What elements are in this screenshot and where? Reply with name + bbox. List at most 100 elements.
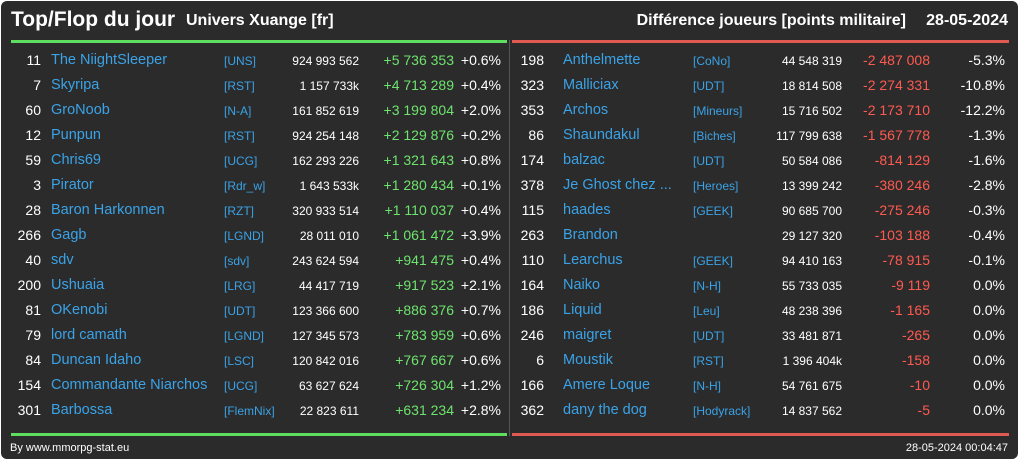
alliance-tag: [UDT] [693, 329, 725, 343]
percent-change: +0.6% [460, 352, 501, 368]
player-row: 174 balzac [UDT] 50 584 086 -814 129 -1.6% [512, 148, 1009, 173]
player-name-link[interactable]: The NiightSleeper [51, 52, 168, 68]
player-name-link[interactable]: Punpun [51, 127, 101, 143]
percent-change: +1.2% [460, 377, 501, 393]
percent-change: +2.1% [460, 277, 501, 293]
points-difference: -78 915 [882, 252, 930, 268]
player-row: 86 Shaundakul [Biches] 117 799 638 -1 567 77… [512, 123, 1009, 148]
alliance-tag: [UCG] [224, 379, 258, 393]
player-name-link[interactable]: Commandante Niarchos [51, 377, 208, 393]
player-name-link[interactable]: Moustik [563, 352, 613, 368]
points-difference: +886 376 [395, 302, 454, 318]
flop-list: 198 Anthelmette [CoNo] 44 548 319 -2 487 008… [512, 48, 1009, 423]
alliance-tag: [sdv] [224, 254, 250, 268]
player-row: 110 Learchus [GEEK] 94 410 163 -78 915 -0.1% [512, 248, 1009, 273]
alliance-tag: [RST] [693, 354, 724, 368]
player-name-link[interactable]: Brandon [563, 227, 618, 243]
percent-change: -5.3% [968, 52, 1005, 68]
player-rank: 362 [520, 402, 544, 418]
timestamp: 28-05-2024 00:04:47 [905, 442, 1008, 454]
player-name-link[interactable]: Baron Harkonnen [51, 202, 165, 218]
player-row: 263 Brandon 29 127 320 -103 188 -0.4% [512, 223, 1009, 248]
player-points: 14 837 562 [781, 404, 842, 418]
percent-change: 0.0% [973, 277, 1005, 293]
player-name-link[interactable]: maigret [563, 327, 612, 343]
percent-change: +0.4% [460, 252, 501, 268]
player-row: 84 Duncan Idaho [LSC] 120 842 016 +767 667 +0… [11, 348, 507, 373]
points-difference: -1 165 [890, 302, 930, 318]
player-points: 22 823 611 [299, 404, 359, 418]
points-difference: +941 475 [395, 252, 454, 268]
player-name-link[interactable]: lord camath [51, 327, 127, 343]
player-name-link[interactable]: sdv [51, 252, 74, 268]
percent-change: +0.1% [460, 177, 501, 193]
player-rank: 40 [25, 252, 41, 268]
player-points: 117 799 638 [776, 129, 842, 143]
player-row: 323 Malliciax [UDT] 18 814 508 -2 274 331 -10… [512, 73, 1009, 98]
percent-change: +0.6% [460, 327, 501, 343]
player-rank: 200 [17, 277, 41, 293]
player-points: 320 933 514 [292, 204, 359, 218]
points-difference: +3 199 804 [383, 102, 454, 118]
player-name-link[interactable]: Archos [563, 102, 609, 118]
player-name-link[interactable]: Malliciax [563, 77, 619, 93]
bottom-divider [512, 433, 1009, 436]
player-name-link[interactable]: Liquid [563, 302, 602, 318]
player-row: 11 The NiightSleeper [UNS] 924 993 562 +5 73… [11, 48, 507, 73]
player-rank: 59 [25, 152, 41, 168]
player-name-link[interactable]: Naiko [563, 277, 601, 293]
alliance-tag: [FlemNix] [224, 404, 275, 418]
alliance-tag: [LGND] [224, 329, 265, 343]
date-label: 28-05-2024 [926, 12, 1008, 29]
percent-change: -0.3% [968, 202, 1005, 218]
points-difference: +1 110 037 [384, 202, 454, 218]
player-row: 200 Ushuaia [LRG] 44 417 719 +917 523 +2.1% [11, 273, 507, 298]
alliance-tag: [UDT] [693, 154, 725, 168]
player-name-link[interactable]: Anthelmette [563, 52, 641, 68]
player-rank: 266 [17, 227, 41, 243]
player-name-link[interactable]: Gagb [51, 227, 87, 243]
player-row: 186 Liquid [Leu] 48 238 396 -1 165 0.0% [512, 298, 1009, 323]
player-name-link[interactable]: Ushuaia [51, 277, 105, 293]
points-difference: -1 567 778 [863, 127, 930, 143]
player-name-link[interactable]: Duncan Idaho [51, 352, 142, 368]
points-difference: -158 [901, 352, 930, 368]
player-points: 120 842 016 [292, 354, 359, 368]
player-name-link[interactable]: dany the dog [563, 402, 647, 418]
player-row: 28 Baron Harkonnen [RZT] 320 933 514 +1 110 … [11, 198, 507, 223]
player-name-link[interactable]: Learchus [563, 252, 623, 268]
player-name-link[interactable]: GroNoob [51, 102, 110, 118]
player-name-link[interactable]: balzac [563, 152, 605, 168]
player-name-link[interactable]: Pirator [51, 177, 94, 193]
alliance-tag: [RST] [224, 129, 255, 143]
player-row: 266 Gagb [LGND] 28 011 010 +1 061 472 +3.9% [11, 223, 507, 248]
player-points: 924 993 562 [292, 54, 359, 68]
player-points: 127 345 573 [292, 329, 359, 343]
points-difference: +1 061 472 [383, 227, 454, 243]
header: Top/Flop du jour Univers Xuange [fr] Dif… [1, 1, 1018, 41]
player-name-link[interactable]: Barbossa [51, 402, 113, 418]
percent-change: -1.6% [968, 152, 1005, 168]
player-name-link[interactable]: Shaundakul [563, 127, 640, 143]
player-name-link[interactable]: Chris69 [51, 152, 101, 168]
page-title: Top/Flop du jour [11, 8, 176, 31]
player-name-link[interactable]: OKenobi [51, 302, 108, 318]
alliance-tag: [N-A] [224, 104, 252, 118]
points-difference: -5 [917, 402, 930, 418]
player-rank: 79 [25, 327, 41, 343]
points-difference: +4 713 289 [383, 77, 454, 93]
player-rank: 186 [520, 302, 544, 318]
points-difference: -2 173 710 [863, 102, 930, 118]
player-rank: 166 [520, 377, 544, 393]
player-rank: 84 [25, 352, 41, 368]
player-rank: 174 [520, 152, 544, 168]
player-name-link[interactable]: haades [563, 202, 611, 218]
player-name-link[interactable]: Skyripa [51, 77, 100, 93]
player-name-link[interactable]: Amere Loque [563, 377, 651, 393]
percent-change: -0.4% [968, 227, 1005, 243]
player-name-link[interactable]: Je Ghost chez ... [563, 177, 672, 193]
alliance-tag: [Leu] [693, 304, 720, 318]
player-points: 1 643 533k [299, 179, 359, 193]
player-rank: 7 [33, 77, 41, 93]
points-difference: +1 321 643 [383, 152, 454, 168]
